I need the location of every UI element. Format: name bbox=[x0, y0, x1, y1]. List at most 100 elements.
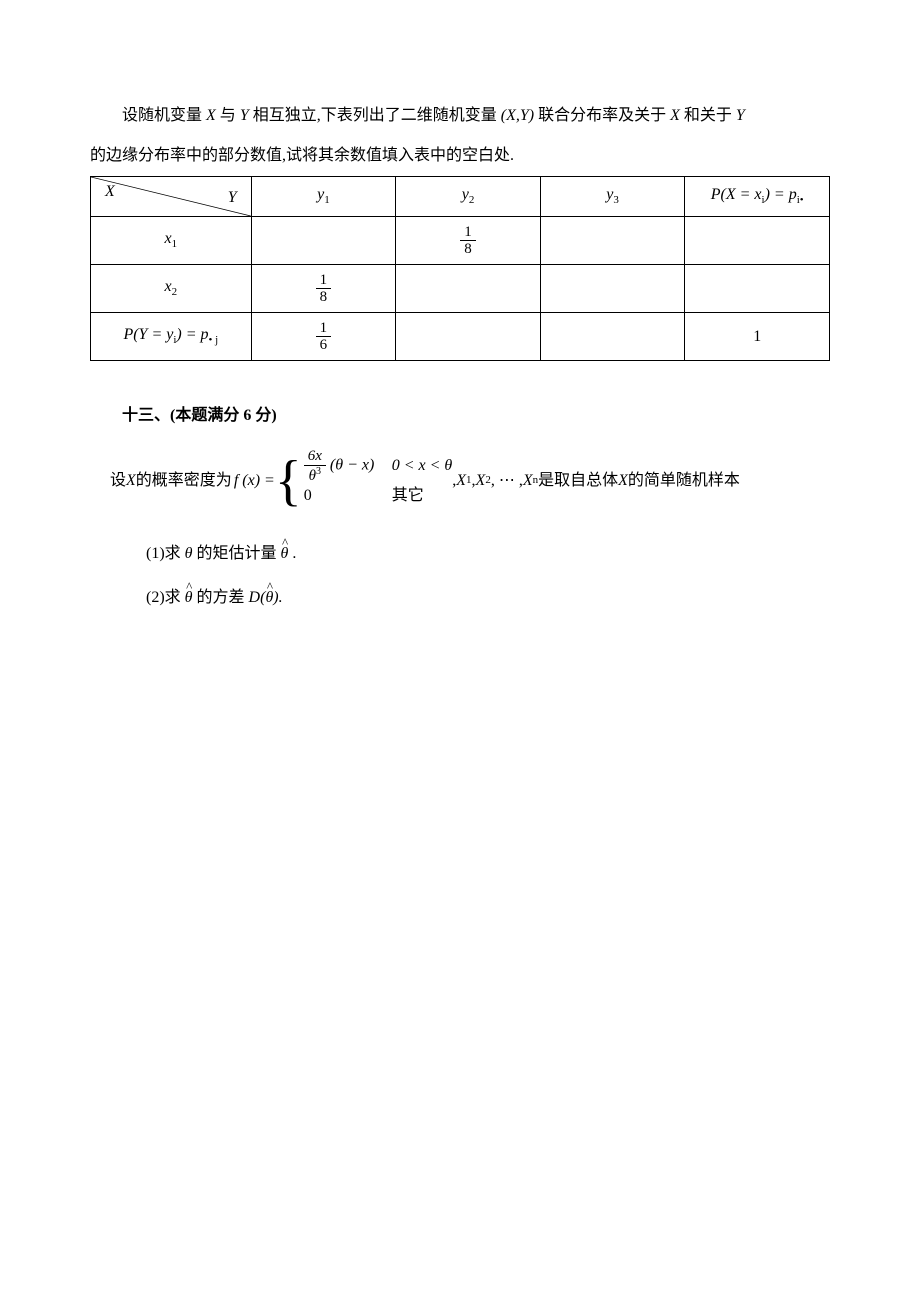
left-brace-icon: { bbox=[275, 453, 302, 509]
x1-var: x bbox=[165, 230, 172, 247]
dots: , ⋯ , bbox=[491, 468, 523, 494]
text: . bbox=[288, 545, 296, 562]
case-1: 6x θ3 (θ − x) 0 < x < θ bbox=[304, 451, 453, 481]
text: 联合分布率及关于 bbox=[538, 107, 666, 124]
sample-x: X bbox=[523, 468, 533, 494]
py-dot: • j bbox=[209, 335, 219, 347]
header-x-label: X bbox=[105, 183, 115, 201]
x2-var: x bbox=[165, 278, 172, 295]
condition: 0 < x < θ bbox=[392, 453, 453, 479]
fraction: 1 8 bbox=[460, 224, 476, 258]
fraction: 6x θ3 bbox=[304, 448, 326, 484]
header-diag-cell: X Y bbox=[91, 177, 252, 217]
joint-distribution-table: X Y y1 y2 y3 P(X = xi) = pi• x1 1 8 bbox=[90, 176, 830, 361]
theta-hat: θ bbox=[185, 589, 193, 607]
value: 0 bbox=[304, 483, 384, 509]
frac-den: 8 bbox=[316, 288, 332, 306]
py-pre: P(Y = y bbox=[123, 326, 173, 343]
var-x: X bbox=[670, 107, 680, 124]
text: 相互独立,下表列出了二维随机变量 bbox=[253, 107, 497, 124]
var-x: X bbox=[126, 468, 136, 494]
row1-c1 bbox=[251, 217, 396, 265]
text: 与 bbox=[220, 107, 236, 124]
table-row: x2 1 8 bbox=[91, 265, 830, 313]
text: 的方差 bbox=[193, 589, 249, 606]
text: 的矩估计量 bbox=[193, 545, 281, 562]
text: (2)求 bbox=[146, 589, 185, 606]
sub-question-2: (2)求 θ 的方差 D(θ). bbox=[146, 583, 830, 607]
text: 和关于 bbox=[684, 107, 732, 124]
y3-sub: 3 bbox=[613, 195, 619, 207]
py-post: ) = p bbox=[176, 326, 208, 343]
var-x: X bbox=[618, 468, 628, 494]
case-2: 0 其它 bbox=[304, 481, 453, 511]
section-13-title: 十三、(本题满分 6 分) bbox=[90, 401, 830, 425]
y2-var: y bbox=[462, 186, 469, 203]
frac-den: θ3 bbox=[304, 465, 326, 485]
condition: 其它 bbox=[392, 483, 424, 509]
row3-c2 bbox=[396, 313, 541, 361]
row2-label: x2 bbox=[91, 265, 252, 313]
x1-sub: 1 bbox=[172, 239, 178, 251]
piecewise-cases: 6x θ3 (θ − x) 0 < x < θ 0 其它 bbox=[304, 451, 453, 511]
row2-c4 bbox=[685, 265, 830, 313]
header-y-label: Y bbox=[228, 189, 237, 207]
px-pre: P(X = x bbox=[711, 186, 762, 203]
row3-c4: 1 bbox=[685, 313, 830, 361]
frac-num: 1 bbox=[460, 224, 476, 241]
text: 的概率密度为 bbox=[136, 468, 232, 494]
text: 设 bbox=[110, 468, 126, 494]
factor: (θ − x) bbox=[330, 457, 374, 474]
table-header-row: X Y y1 y2 y3 P(X = xi) = pi• bbox=[91, 177, 830, 217]
theta-hat: θ bbox=[281, 545, 289, 563]
var-xy: (X,Y) bbox=[501, 107, 534, 124]
frac-num: 1 bbox=[316, 320, 332, 337]
frac-den: 8 bbox=[460, 240, 476, 258]
row2-c3 bbox=[540, 265, 685, 313]
text: 设随机变量 bbox=[122, 107, 202, 124]
sample-x: X bbox=[456, 468, 466, 494]
y1-sub: 1 bbox=[324, 195, 330, 207]
row3-c1: 1 6 bbox=[251, 313, 396, 361]
fraction: 1 6 bbox=[316, 320, 332, 354]
theta-hat: θ bbox=[265, 589, 273, 607]
frac-den: 6 bbox=[316, 336, 332, 354]
problem-13-formula: 设 X 的概率密度为 f (x) = { 6x θ3 (θ − x) 0 < x… bbox=[110, 451, 830, 511]
var-y: Y bbox=[240, 107, 249, 124]
header-px: P(X = xi) = pi• bbox=[685, 177, 830, 217]
fraction: 1 8 bbox=[316, 272, 332, 306]
table-row: P(Y = yi) = p• j 1 6 1 bbox=[91, 313, 830, 361]
frac-num: 6x bbox=[304, 448, 326, 465]
text: ). bbox=[273, 589, 282, 606]
row1-c2: 1 8 bbox=[396, 217, 541, 265]
sample-x: X bbox=[476, 468, 486, 494]
fx-label: f (x) = bbox=[234, 468, 275, 494]
var-y: Y bbox=[736, 107, 745, 124]
row1-c3 bbox=[540, 217, 685, 265]
px-dot: i• bbox=[797, 195, 804, 207]
px-post: ) = p bbox=[765, 186, 797, 203]
piecewise-brace: { 6x θ3 (θ − x) 0 < x < θ 0 其它 bbox=[275, 451, 452, 511]
d-func: D( bbox=[249, 589, 266, 606]
problem-12-text-line1: 设随机变量 X 与 Y 相互独立,下表列出了二维随机变量 (X,Y) 联合分布率… bbox=[90, 100, 830, 132]
sub-question-1: (1)求 θ 的矩估计量 θ . bbox=[146, 539, 830, 563]
sub-1: 1 bbox=[466, 472, 472, 490]
header-y1: y1 bbox=[251, 177, 396, 217]
header-y2: y2 bbox=[396, 177, 541, 217]
text: 的边缘分布率中的部分数值,试将其余数值填入表中的空白处. bbox=[90, 147, 514, 164]
problem-12-text-line2: 的边缘分布率中的部分数值,试将其余数值填入表中的空白处. bbox=[90, 140, 830, 172]
row2-c1: 1 8 bbox=[251, 265, 396, 313]
text: 是取自总体 bbox=[538, 468, 618, 494]
row1-label: x1 bbox=[91, 217, 252, 265]
y2-sub: 2 bbox=[469, 195, 475, 207]
text: (1)求 bbox=[146, 545, 185, 562]
frac-num: 1 bbox=[316, 272, 332, 289]
row3-c3 bbox=[540, 313, 685, 361]
text: 的简单随机样本 bbox=[628, 468, 740, 494]
table-row: x1 1 8 bbox=[91, 217, 830, 265]
header-y3: y3 bbox=[540, 177, 685, 217]
row1-c4 bbox=[685, 217, 830, 265]
row2-c2 bbox=[396, 265, 541, 313]
var-x: X bbox=[206, 107, 216, 124]
theta: θ bbox=[185, 545, 193, 562]
